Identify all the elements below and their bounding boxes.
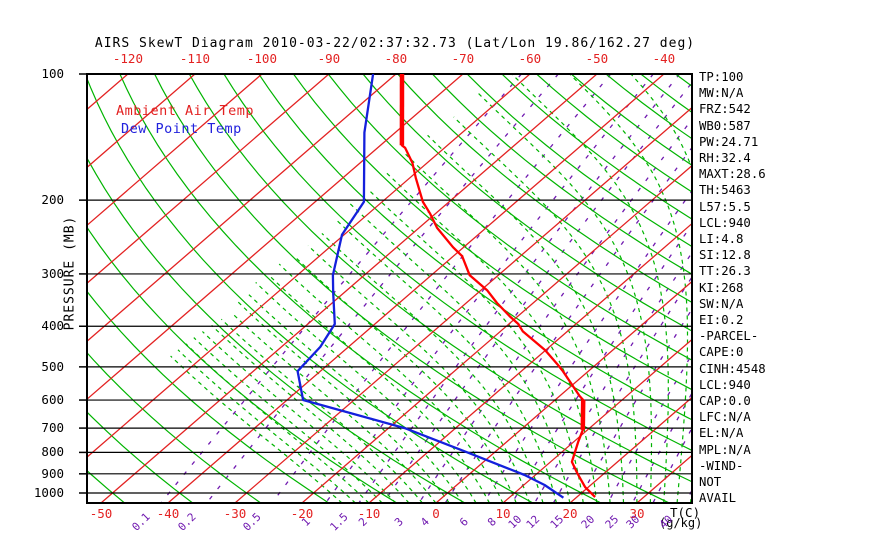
stat-line: LI:4.8 xyxy=(699,232,744,247)
mixing-ratio-axis-label: (g/kg) xyxy=(659,516,703,530)
top-temp-tick: -100 xyxy=(246,51,277,66)
stat-line: KI:268 xyxy=(699,280,744,295)
pressure-tick: 700 xyxy=(41,420,64,436)
stat-line: PW:24.71 xyxy=(699,134,759,149)
pressure-tick: 800 xyxy=(41,444,64,460)
stat-line: NOT xyxy=(699,475,722,490)
pressure-tick: 300 xyxy=(41,265,64,281)
stat-line: TP:100 xyxy=(699,70,744,84)
top-temp-tick: -70 xyxy=(451,51,475,66)
stat-line: MAXT:28.6 xyxy=(699,167,766,182)
legend-dew-point-temp: Dew Point Temp xyxy=(121,121,242,137)
stat-line: EI:0.2 xyxy=(699,313,744,328)
pressure-tick: 100 xyxy=(41,66,64,81)
bottom-temp-tick: -40 xyxy=(156,506,180,521)
stat-line: AVAIL xyxy=(699,491,737,506)
bottom-temp-tick: 20 xyxy=(562,506,578,521)
stat-line: TH:5463 xyxy=(699,183,751,198)
stat-line: LCL:940 xyxy=(699,377,751,392)
bottom-temp-tick: 10 xyxy=(495,506,511,521)
stat-line: TT:26.3 xyxy=(699,264,751,279)
stat-line: SW:N/A xyxy=(699,296,744,311)
pressure-tick: 500 xyxy=(41,358,64,374)
stat-line: -PARCEL- xyxy=(699,329,759,344)
stat-line: LCL:940 xyxy=(699,215,751,230)
stat-line: SI:12.8 xyxy=(699,248,751,263)
stat-line: EL:N/A xyxy=(699,426,744,441)
pressure-tick: 200 xyxy=(41,192,64,208)
stat-line: LFC:N/A xyxy=(699,410,751,425)
bottom-temp-tick: -20 xyxy=(290,506,314,521)
top-temp-tick: -110 xyxy=(179,51,210,66)
pressure-tick: 1000 xyxy=(33,485,64,500)
stat-line: MPL:N/A xyxy=(699,442,751,457)
stat-line: CINH:4548 xyxy=(699,361,766,376)
stat-line: RH:32.4 xyxy=(699,151,751,166)
stat-line: MW:N/A xyxy=(699,86,744,101)
top-temp-tick: -60 xyxy=(518,51,542,66)
bottom-temp-tick: 30 xyxy=(629,506,645,521)
pressure-tick: 600 xyxy=(41,392,64,408)
top-temp-tick: -80 xyxy=(384,51,408,66)
pressure-axis-label: PRESSURE (MB) xyxy=(62,215,78,331)
bottom-temp-tick: -50 xyxy=(89,506,113,521)
stat-line: FRZ:542 xyxy=(699,102,751,117)
stat-line: CAP:0.0 xyxy=(699,394,751,409)
bottom-temp-tick: -10 xyxy=(357,506,381,521)
bottom-temp-tick: -30 xyxy=(223,506,247,521)
stat-line: L57:5.5 xyxy=(699,199,751,214)
top-temp-tick: -50 xyxy=(585,51,609,66)
stat-line: -WIND- xyxy=(699,458,744,473)
stats-panel: TP:100 MW:N/A FRZ:542 WB0:587 PW:24.71 RH:32.… xyxy=(699,69,766,506)
top-temp-tick: -120 xyxy=(112,51,143,66)
temperature-axis-label: T(C) xyxy=(670,505,701,520)
chart-title: AIRS SkewT Diagram 2010-03-22/02:37:32.7… xyxy=(94,36,696,51)
top-temp-tick: -90 xyxy=(317,51,341,66)
stat-line: CAPE:0 xyxy=(699,345,744,360)
stat-line: WB0:587 xyxy=(699,118,751,133)
top-temp-tick: -40 xyxy=(652,51,676,66)
legend-ambient-air-temp: Ambient Air Temp xyxy=(116,103,255,119)
pressure-tick: 400 xyxy=(41,318,64,334)
bottom-temp-tick: 0 xyxy=(432,506,440,521)
pressure-tick: 900 xyxy=(41,465,64,481)
